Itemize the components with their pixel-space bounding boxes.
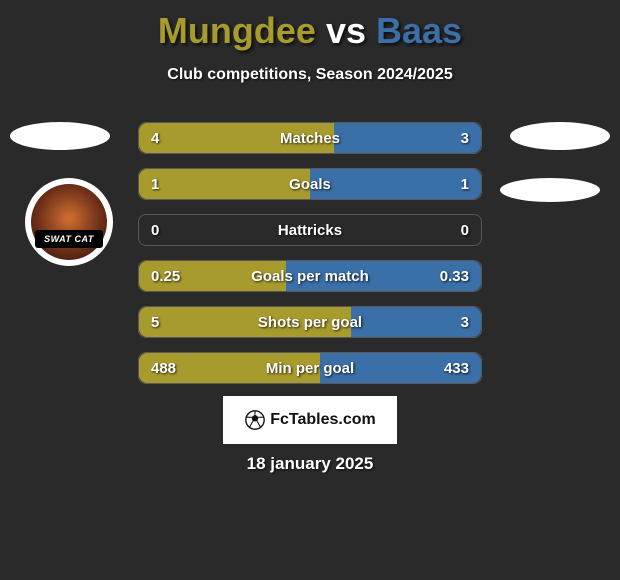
vs-text: vs bbox=[326, 10, 366, 51]
stat-row: 53Shots per goal bbox=[138, 306, 482, 338]
player2-avatar-placeholder bbox=[510, 122, 610, 150]
player1-club-logo: SWAT CAT bbox=[25, 178, 113, 266]
subtitle-text: Club competitions, Season 2024/2025 bbox=[0, 66, 620, 84]
comparison-title: Mungdee vs Baas bbox=[0, 0, 620, 52]
date-text: 18 january 2025 bbox=[0, 454, 620, 474]
source-brand-text: FcTables.com bbox=[270, 411, 376, 429]
soccer-ball-icon bbox=[244, 409, 266, 431]
stat-row: 488433Min per goal bbox=[138, 352, 482, 384]
stat-row: 43Matches bbox=[138, 122, 482, 154]
stat-row: 0.250.33Goals per match bbox=[138, 260, 482, 292]
stat-label: Hattricks bbox=[139, 215, 481, 245]
player1-name: Mungdee bbox=[158, 10, 316, 51]
stat-label: Matches bbox=[139, 123, 481, 153]
club-logo-text: SWAT CAT bbox=[35, 230, 103, 248]
player1-avatar-placeholder bbox=[10, 122, 110, 150]
stat-row: 11Goals bbox=[138, 168, 482, 200]
source-badge[interactable]: FcTables.com bbox=[223, 396, 397, 444]
stat-label: Goals bbox=[139, 169, 481, 199]
stat-label: Goals per match bbox=[139, 261, 481, 291]
club-logo-graphic: SWAT CAT bbox=[31, 184, 107, 260]
stats-container: 43Matches 11Goals 00Hattricks 0.250.33Goals… bbox=[138, 122, 482, 398]
stat-row: 00Hattricks bbox=[138, 214, 482, 246]
stat-label: Shots per goal bbox=[139, 307, 481, 337]
player2-club-logo-placeholder bbox=[500, 178, 600, 202]
player2-name: Baas bbox=[376, 10, 462, 51]
stat-label: Min per goal bbox=[139, 353, 481, 383]
